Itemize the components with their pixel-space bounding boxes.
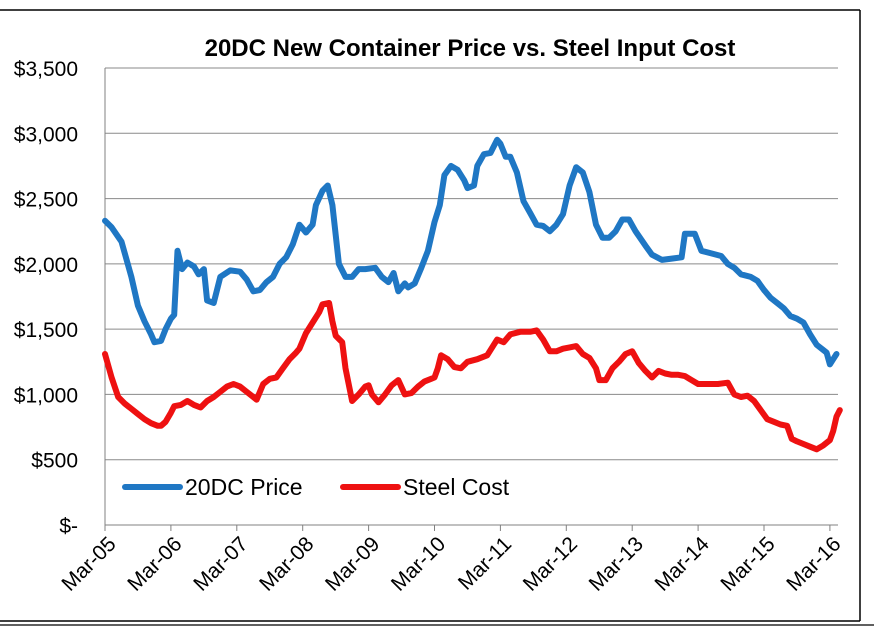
y-tick-label: $2,000 [14,254,78,277]
chart-title: 20DC New Container Price vs. Steel Input… [205,35,736,62]
x-tick-label: Mar-10 [387,532,450,595]
y-tick-label: $1,500 [14,319,78,342]
x-tick-label: Mar-15 [716,532,779,595]
y-tick-label: $2,500 [14,189,78,212]
y-tick-label: $3,000 [14,123,78,146]
x-tick-label: Mar-07 [189,532,252,595]
y-tick-label: $1,000 [14,384,78,407]
steel-cost-line [102,300,843,453]
legend-label-20dc-price: 20DC Price [185,474,303,500]
series-lines [102,136,843,453]
20dc-price-line [102,136,840,368]
legend: 20DC Price Steel Cost [122,474,510,500]
y-tick-label: $500 [31,450,78,473]
gridlines [105,67,838,461]
y-tick-label: $3,500 [14,58,78,81]
x-tick-label: Mar-16 [782,532,845,595]
y-tick-label: $- [59,515,78,538]
x-tick-label: Mar-14 [651,532,715,596]
x-tick-label: Mar-09 [321,532,384,595]
x-tick-label: Mar-12 [519,532,582,595]
x-tick-label: Mar-11 [454,532,516,594]
x-tick-label: Mar-08 [255,532,318,595]
x-tick-label: Mar-13 [585,532,648,595]
axes: $- $500 $1,000 $1,500 $2,000 $2,500 $3,000 $3,5… [14,58,846,596]
x-tick-label: Mar-06 [123,532,186,595]
x-tick-label: Mar-05 [57,532,120,595]
legend-label-steel-cost: Steel Cost [403,474,510,500]
